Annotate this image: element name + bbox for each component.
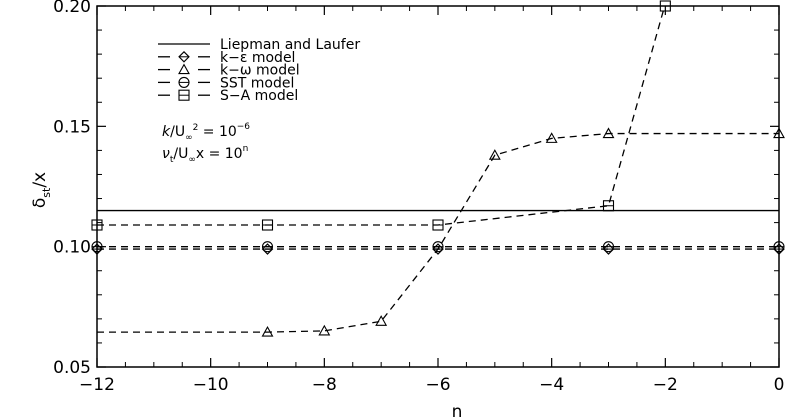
y-tick-label: 0.10 [53,238,91,258]
annotation-k: k/U∞2 = 10−6 [162,122,250,143]
series-1-markers [91,243,785,255]
legend-label: S−A model [220,88,298,104]
series-2-marker [773,127,785,139]
series-2-marker [375,315,388,326]
series-2-marker [602,127,615,139]
x-tick-label: −4 [539,375,564,395]
series-layer [91,0,785,337]
axes-frame [96,5,780,368]
x-tick-label: 0 [774,375,785,395]
legend-entry: k−ε model [158,50,295,66]
y-tick-label: 0.05 [53,358,91,378]
legend-label: Liepman and Laufer [220,37,360,53]
legend-entry: SST model [158,75,294,91]
series-4-markers [91,0,671,231]
series-2-marker [261,325,274,337]
legend-marker [178,51,190,63]
y-tick-label: 0.15 [53,117,91,137]
legend-label: SST model [220,75,294,91]
series-2-marker [545,132,558,143]
y-axis-label: δst/x [30,172,53,208]
legend-label: k−ε model [220,50,295,66]
series-4-line [97,6,666,226]
legend-entry: Liepman and Laufer [158,37,360,53]
series-1-marker [91,243,103,255]
x-tick-label: −2 [653,375,678,395]
y-axis-label-sub: st [40,187,53,198]
legend-entry: k−ω model [158,63,300,79]
legend-label: k−ω model [220,63,300,79]
plot-frame [96,5,780,368]
series-2-marker [318,324,331,336]
x-tick-label: −6 [425,375,450,395]
y-axis-label-main: δ [30,198,50,208]
legend-marker [178,63,190,75]
x-axis-label: n [452,402,463,420]
y-tick-label: 0.20 [53,0,91,17]
series-2-marker [488,149,501,160]
legend-entry: S−A model [158,88,298,104]
series-2-line [97,132,779,333]
series-3-markers [91,241,785,253]
x-tick-label: −10 [193,375,229,395]
annotation-nu: νt/U∞x = 10n [162,144,248,165]
tick-labels: −12 −10 −8 −6 −4 −2 0 0.05 0.10 0.15 0.20 [53,0,784,395]
x-tick-label: −12 [79,375,115,395]
x-tick-label: −8 [312,375,337,395]
y-axis-label-rest: /x [30,172,50,188]
series-2 [97,132,779,333]
series-4 [97,6,666,226]
series-1-marker [261,243,274,255]
series-1-marker [773,243,785,255]
series-2-markers [261,127,785,337]
series-1-marker [602,243,615,255]
series-1-marker [432,243,444,255]
ticks [96,5,780,368]
